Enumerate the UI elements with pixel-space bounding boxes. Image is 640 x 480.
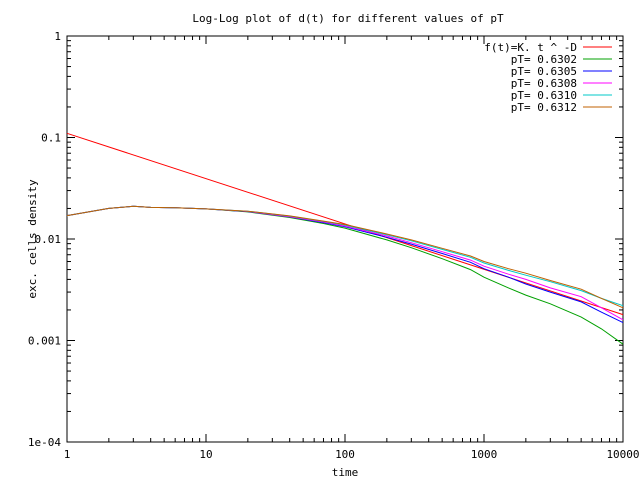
x-tick-label: 1	[64, 448, 71, 461]
y-tick-label: 1e-04	[28, 436, 61, 449]
x-tick-label: 10000	[606, 448, 639, 461]
legend-label: pT= 0.6302	[511, 53, 577, 66]
x-axis: 1 10 100 1000 10000	[64, 36, 640, 461]
y-axis: 1e-04 0.001 0.01 0.1 1	[28, 30, 623, 449]
y-tick-label: 0.001	[28, 335, 61, 348]
series-line-4	[66, 205, 624, 307]
y-tick-label: 1	[54, 30, 61, 43]
legend-label: pT= 0.6308	[511, 77, 577, 90]
legend-label: pT= 0.6312	[511, 101, 577, 114]
legend-label: pT= 0.6310	[511, 89, 577, 102]
x-tick-label: 1000	[471, 448, 498, 461]
chart-title: Log-Log plot of d(t) for different value…	[192, 12, 504, 25]
series-layer	[66, 132, 624, 345]
x-axis-label: time	[332, 466, 359, 479]
x-tick-label: 10	[199, 448, 212, 461]
legend-label: pT= 0.6305	[511, 65, 577, 78]
y-axis-label: exc. cells density	[26, 179, 39, 299]
series-line-0	[66, 132, 624, 316]
series-line-5	[66, 205, 624, 309]
y-tick-label: 0.01	[35, 233, 62, 246]
legend-label: f(t)=K. t ^ -D	[484, 41, 577, 54]
series-line-3	[66, 205, 624, 321]
x-tick-label: 100	[335, 448, 355, 461]
y-tick-label: 0.1	[41, 132, 61, 145]
